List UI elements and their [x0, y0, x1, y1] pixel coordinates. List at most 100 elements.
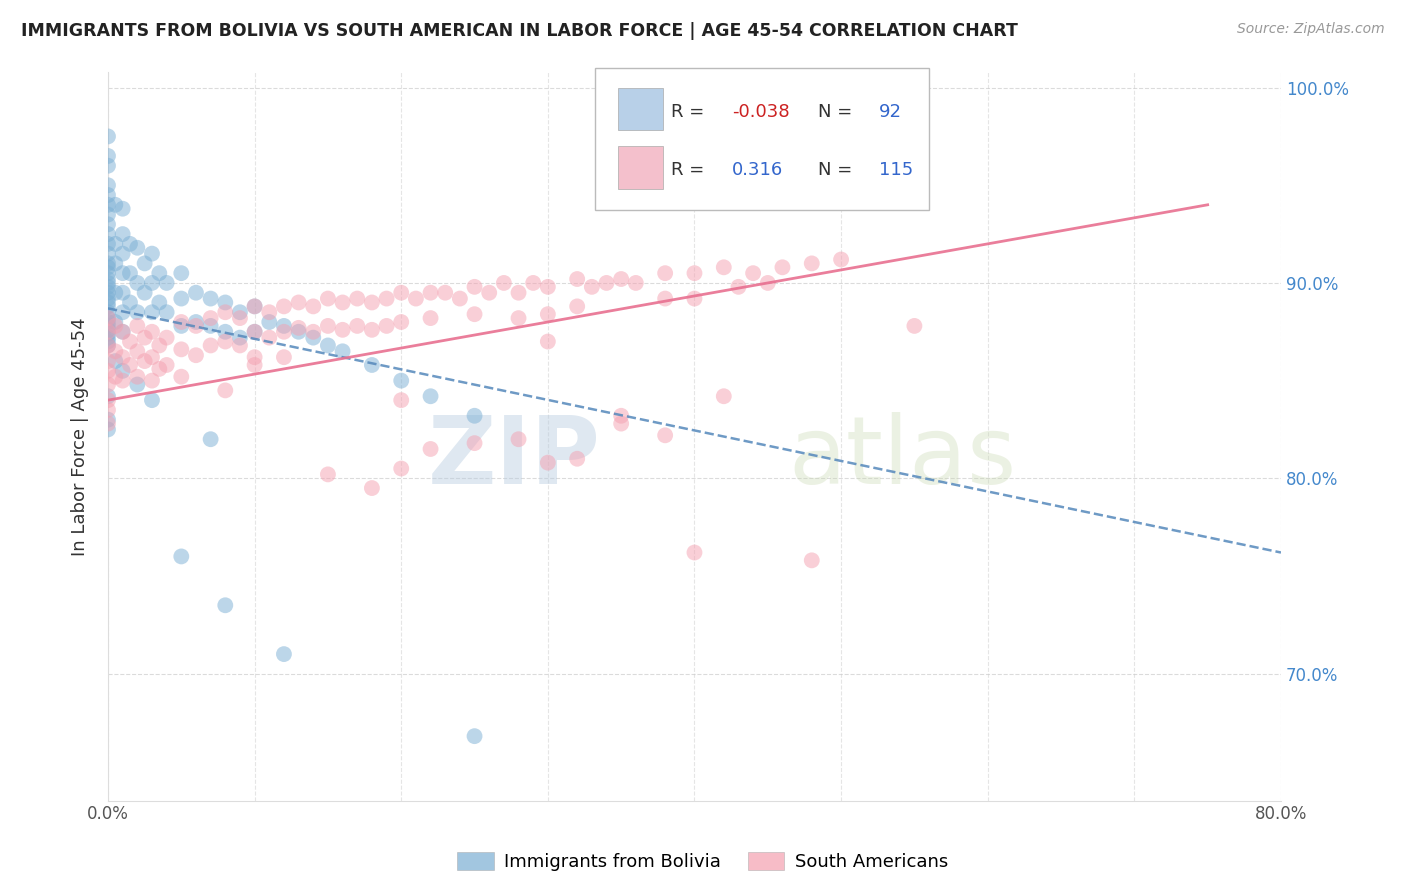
Point	[229, 305, 252, 319]
Text: -0.038: -0.038	[733, 103, 790, 121]
Point	[683, 545, 706, 559]
Point	[97, 311, 120, 326]
Point	[332, 344, 354, 359]
Point	[581, 280, 603, 294]
Point	[97, 292, 120, 306]
Point	[141, 325, 163, 339]
Text: 0.316: 0.316	[733, 161, 783, 179]
Point	[273, 647, 295, 661]
Point	[316, 467, 339, 482]
Point	[389, 315, 412, 329]
Point	[522, 276, 544, 290]
Point	[683, 266, 706, 280]
Point	[903, 318, 925, 333]
Point	[97, 325, 120, 339]
Point	[118, 236, 141, 251]
Point	[361, 323, 384, 337]
Point	[127, 318, 149, 333]
Point	[97, 417, 120, 431]
Point	[200, 292, 222, 306]
Point	[243, 325, 266, 339]
Point	[302, 331, 325, 345]
Point	[97, 280, 120, 294]
Point	[332, 295, 354, 310]
Point	[134, 331, 156, 345]
Point	[610, 272, 633, 286]
Point	[464, 409, 486, 423]
Point	[389, 393, 412, 408]
Point	[97, 331, 120, 345]
Point	[567, 451, 589, 466]
Point	[97, 389, 120, 403]
Point	[508, 311, 530, 326]
Point	[464, 729, 486, 743]
Point	[97, 272, 120, 286]
Point	[772, 260, 794, 275]
Point	[104, 369, 127, 384]
Point	[346, 292, 368, 306]
Text: R =: R =	[671, 161, 704, 179]
Point	[567, 272, 589, 286]
Point	[97, 217, 120, 231]
Point	[316, 338, 339, 352]
Point	[156, 358, 179, 372]
Point	[97, 354, 120, 368]
Point	[389, 374, 412, 388]
Point	[97, 178, 120, 193]
Point	[111, 325, 134, 339]
Point	[287, 295, 309, 310]
Point	[104, 236, 127, 251]
Text: atlas: atlas	[789, 412, 1017, 504]
Point	[316, 292, 339, 306]
Point	[156, 305, 179, 319]
Point	[104, 318, 127, 333]
Point	[214, 295, 236, 310]
Text: N =: N =	[818, 161, 852, 179]
Point	[624, 276, 647, 290]
Point	[97, 260, 120, 275]
Point	[97, 299, 120, 313]
Point	[302, 299, 325, 313]
Point	[800, 256, 823, 270]
Point	[654, 266, 676, 280]
Point	[97, 323, 120, 337]
Point	[214, 334, 236, 349]
Point	[97, 198, 120, 212]
Point	[104, 344, 127, 359]
Point	[419, 442, 441, 456]
Text: R =: R =	[671, 103, 704, 121]
Point	[118, 334, 141, 349]
Point	[434, 285, 457, 300]
Text: 115: 115	[879, 161, 912, 179]
Text: ZIP: ZIP	[427, 412, 600, 504]
Point	[287, 321, 309, 335]
Point	[134, 285, 156, 300]
Point	[508, 285, 530, 300]
Point	[127, 344, 149, 359]
Point	[97, 393, 120, 408]
Point	[361, 481, 384, 495]
Point	[610, 409, 633, 423]
Point	[148, 295, 170, 310]
Point	[610, 417, 633, 431]
Point	[118, 358, 141, 372]
Point	[170, 318, 193, 333]
Text: 92: 92	[879, 103, 901, 121]
Point	[127, 377, 149, 392]
Point	[200, 311, 222, 326]
Text: Source: ZipAtlas.com: Source: ZipAtlas.com	[1237, 22, 1385, 37]
Point	[97, 305, 120, 319]
Point	[141, 246, 163, 260]
Point	[127, 241, 149, 255]
FancyBboxPatch shape	[619, 88, 662, 130]
Point	[104, 256, 127, 270]
Point	[104, 285, 127, 300]
Point	[97, 364, 120, 378]
Point	[259, 331, 281, 345]
Point	[97, 236, 120, 251]
Point	[97, 377, 120, 392]
Point	[389, 285, 412, 300]
Point	[97, 311, 120, 326]
Point	[97, 295, 120, 310]
Point	[141, 393, 163, 408]
